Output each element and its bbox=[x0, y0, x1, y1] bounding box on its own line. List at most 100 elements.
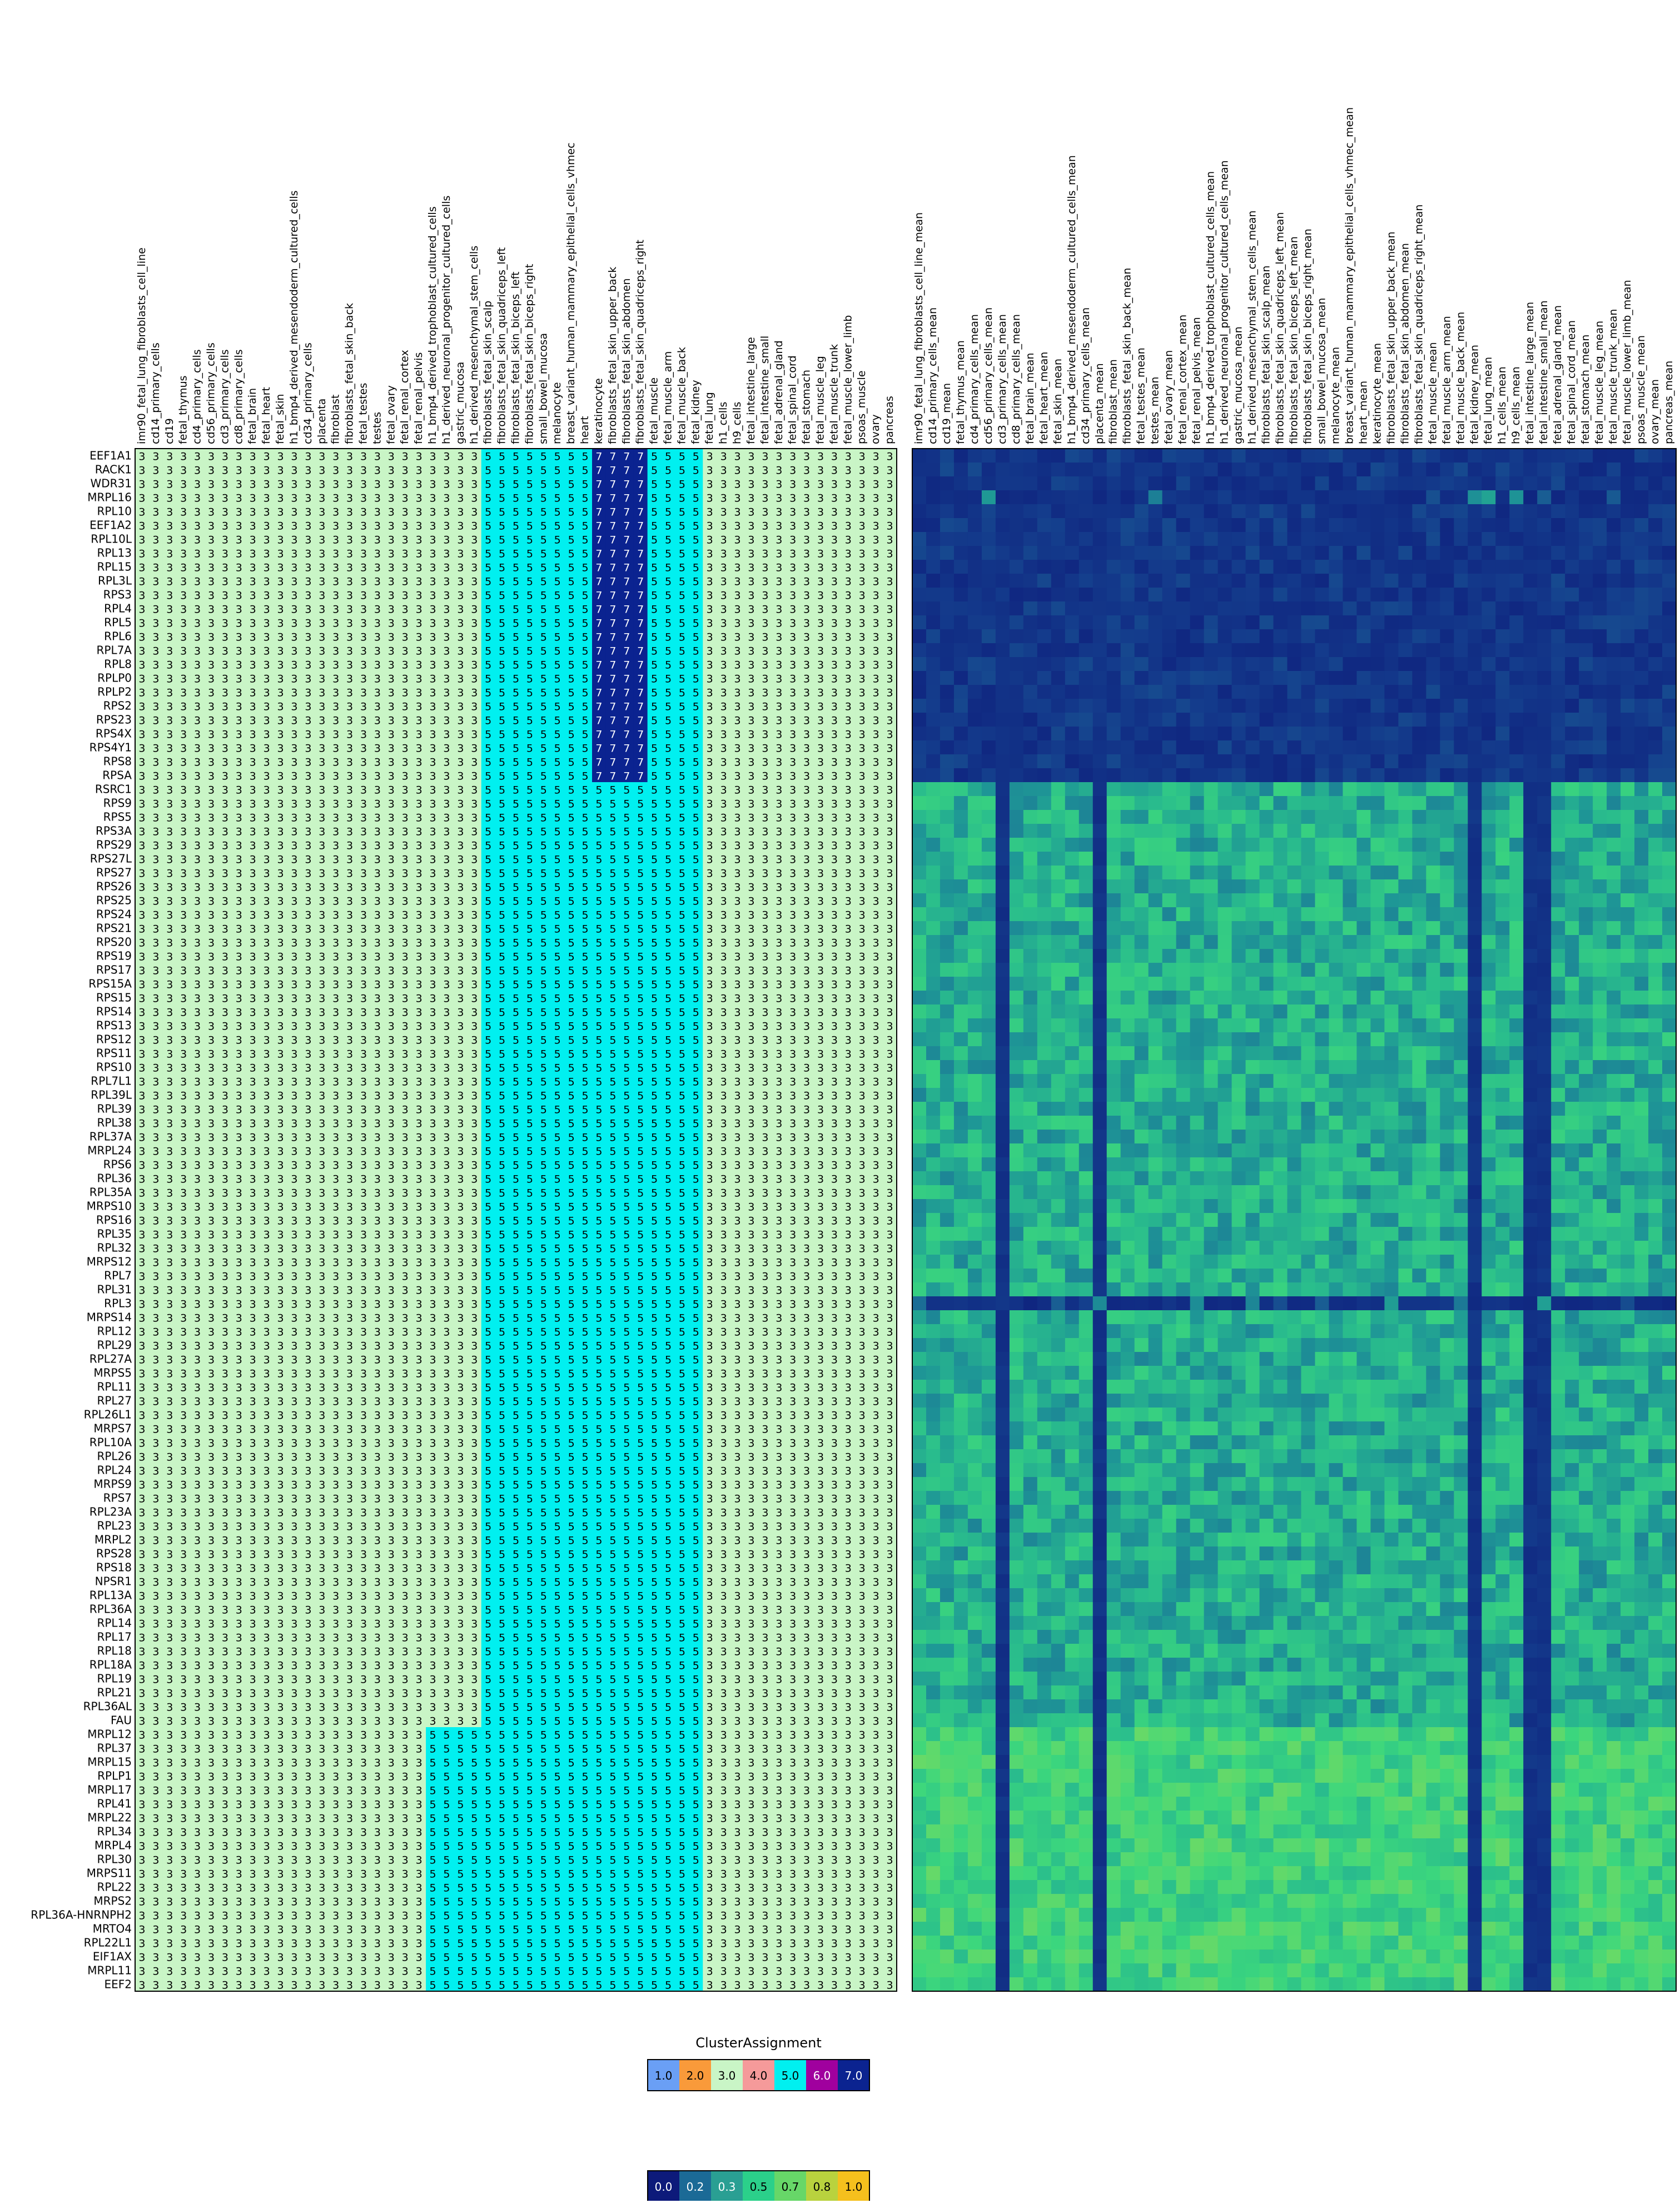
column-label: fetal_adrenal_gland_mean bbox=[1552, 305, 1564, 444]
cluster-cell-label: 3 bbox=[332, 465, 339, 477]
cluster-cell-label: 3 bbox=[416, 729, 423, 741]
row-label: RPS15 bbox=[96, 991, 132, 1004]
cluster-cell-label: 3 bbox=[817, 1021, 824, 1033]
cluster-cell-label: 5 bbox=[595, 1035, 602, 1047]
cluster-cell-label: 3 bbox=[180, 562, 187, 574]
cluster-cell-label: 3 bbox=[429, 1048, 436, 1061]
cluster-cell-label: 3 bbox=[859, 743, 866, 755]
cluster-cell-label: 5 bbox=[623, 812, 630, 824]
cluster-cell-label: 3 bbox=[180, 840, 187, 852]
cluster-cell-label: 5 bbox=[623, 784, 630, 797]
row-label: MRPL2 bbox=[95, 1533, 132, 1546]
cluster-cell-label: 3 bbox=[776, 576, 782, 588]
cluster-cell-label: 5 bbox=[651, 951, 658, 963]
cluster-cell-label: 3 bbox=[776, 520, 782, 533]
cluster-cell-label: 3 bbox=[707, 937, 713, 949]
cluster-cell-label: 3 bbox=[236, 979, 242, 991]
cluster-cell-label: 5 bbox=[609, 979, 616, 991]
cluster-cell-label: 3 bbox=[305, 493, 311, 505]
cluster-cell-label: 3 bbox=[138, 576, 145, 588]
cluster-cell-label: 3 bbox=[222, 951, 228, 963]
cluster-cell-label: 3 bbox=[886, 548, 893, 560]
cluster-cell-label: 3 bbox=[208, 965, 215, 977]
cluster-cell-label: 3 bbox=[803, 951, 810, 963]
cluster-cell-label: 3 bbox=[831, 479, 838, 491]
cluster-cell-label: 5 bbox=[651, 659, 658, 672]
cluster-cell-label: 3 bbox=[776, 715, 782, 727]
cluster-cell-label: 3 bbox=[762, 1007, 768, 1019]
cluster-cell-label: 3 bbox=[388, 576, 395, 588]
cluster-cell-label: 5 bbox=[693, 770, 699, 783]
cluster-cell-label: 5 bbox=[665, 673, 672, 685]
cluster-cell-label: 3 bbox=[457, 562, 464, 574]
cluster-cell-label: 5 bbox=[568, 506, 575, 519]
cluster-cell-label: 3 bbox=[859, 493, 866, 505]
cluster-cell-label: 3 bbox=[471, 923, 478, 936]
cluster-cell-label: 3 bbox=[707, 493, 713, 505]
cluster-cell-label: 5 bbox=[651, 743, 658, 755]
cluster-cell-label: 3 bbox=[332, 548, 339, 560]
cluster-cell-label: 3 bbox=[789, 479, 796, 491]
cluster-cell-label: 3 bbox=[222, 715, 228, 727]
row-label: RPL37 bbox=[97, 1742, 132, 1755]
cluster-cell-label: 3 bbox=[250, 645, 256, 658]
cluster-cell-label: 3 bbox=[416, 826, 423, 838]
cluster-cell-label: 3 bbox=[222, 993, 228, 1005]
row-label: RPS27 bbox=[96, 866, 132, 879]
column-label: fibroblasts_fetal_skin_biceps_left bbox=[509, 272, 521, 444]
cluster-cell-label: 3 bbox=[817, 896, 824, 908]
cluster-cell-label: 5 bbox=[540, 701, 547, 713]
cluster-cell-label: 5 bbox=[581, 604, 588, 616]
cluster-cell-label: 3 bbox=[236, 993, 242, 1005]
cluster-cell-label: 3 bbox=[734, 520, 740, 533]
cluster-cell-label: 3 bbox=[817, 840, 824, 852]
cluster-cell-label: 5 bbox=[693, 1021, 699, 1033]
cluster-cell-label: 5 bbox=[665, 923, 672, 936]
cluster-cell-label: 5 bbox=[665, 937, 672, 949]
cluster-cell-label: 5 bbox=[693, 451, 699, 463]
cluster-cell-label: 3 bbox=[291, 1007, 297, 1019]
cluster-cell-label: 5 bbox=[485, 534, 491, 546]
cluster-cell-label: 5 bbox=[651, 465, 658, 477]
row-label: MRPL11 bbox=[87, 1964, 132, 1977]
cluster-cell-label: 3 bbox=[194, 534, 201, 546]
cluster-cell-label: 3 bbox=[734, 937, 740, 949]
cluster-cell-label: 3 bbox=[402, 645, 409, 658]
cluster-cell-label: 3 bbox=[236, 465, 242, 477]
cluster-cell-label: 5 bbox=[581, 590, 588, 602]
cluster-cell-label: 3 bbox=[762, 826, 768, 838]
cluster-cell-label: 3 bbox=[402, 506, 409, 519]
cluster-cell-label: 3 bbox=[360, 743, 367, 755]
cluster-cell-label: 3 bbox=[332, 590, 339, 602]
cluster-cell-label: 3 bbox=[803, 868, 810, 880]
cluster-cell-label: 3 bbox=[873, 770, 879, 783]
cluster-cell-label: 3 bbox=[803, 701, 810, 713]
cluster-cell-label: 3 bbox=[886, 590, 893, 602]
cluster-cell-label: 5 bbox=[665, 465, 672, 477]
cluster-cell-label: 3 bbox=[471, 493, 478, 505]
cluster-cell-label: 5 bbox=[623, 909, 630, 922]
cluster-cell-label: 5 bbox=[623, 993, 630, 1005]
row-label: MRPS11 bbox=[87, 1867, 132, 1880]
cluster-cell-label: 3 bbox=[886, 882, 893, 894]
cluster-cell-label: 5 bbox=[499, 840, 505, 852]
cluster-cell-label: 5 bbox=[526, 590, 533, 602]
cluster-cell-label: 3 bbox=[250, 882, 256, 894]
cluster-cell-label: 5 bbox=[693, 951, 699, 963]
cluster-cell-label: 5 bbox=[637, 1021, 644, 1033]
cluster-cell-label: 5 bbox=[513, 854, 519, 866]
cluster-cell-label: 7 bbox=[609, 520, 616, 533]
cluster-cell-label: 3 bbox=[291, 798, 297, 810]
cluster-cell-label: 3 bbox=[429, 909, 436, 922]
cluster-cell-label: 3 bbox=[734, 618, 740, 630]
cluster-cell-label: 3 bbox=[360, 1035, 367, 1047]
cluster-cell-label: 3 bbox=[817, 673, 824, 685]
cluster-cell-label: 3 bbox=[886, 937, 893, 949]
cluster-cell-label: 3 bbox=[748, 1021, 754, 1033]
cluster-cell-label: 5 bbox=[581, 896, 588, 908]
cluster-cell-label: 3 bbox=[388, 1021, 395, 1033]
cluster-cell-label: 7 bbox=[595, 645, 602, 658]
cluster-cell-label: 5 bbox=[581, 951, 588, 963]
cluster-cell-label: 5 bbox=[568, 659, 575, 672]
cluster-cell-label: 3 bbox=[208, 687, 215, 699]
